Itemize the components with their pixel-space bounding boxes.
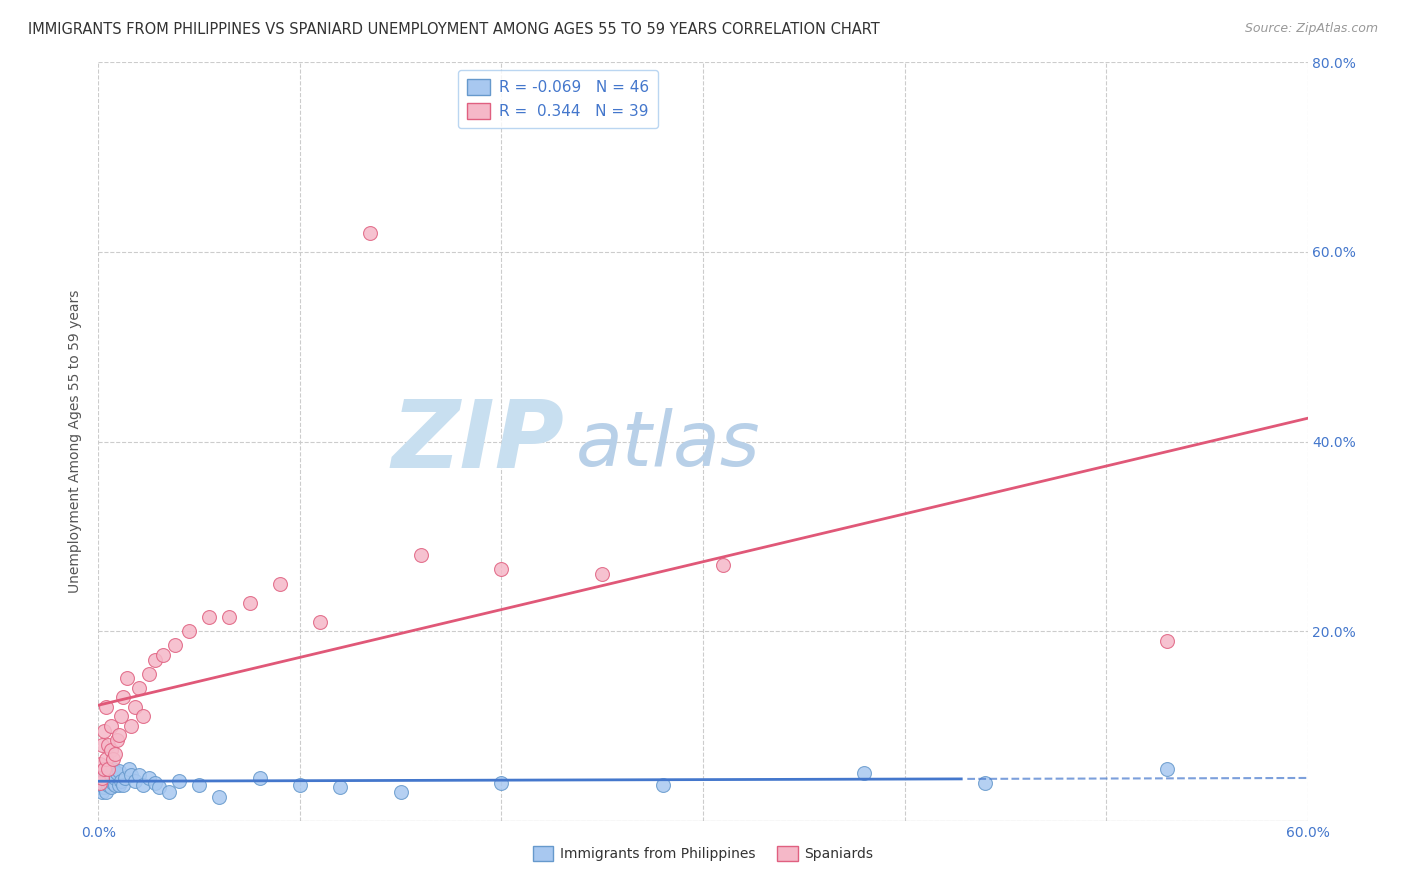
Point [711, 558, 734, 572]
Point [97, 738, 120, 752]
Point [115, 672, 138, 686]
Point [389, 785, 412, 799]
Point [100, 742, 122, 756]
Point [138, 666, 160, 681]
Text: IMMIGRANTS FROM PHILIPPINES VS SPANIARD UNEMPLOYMENT AMONG AGES 55 TO 59 YEARS C: IMMIGRANTS FROM PHILIPPINES VS SPANIARD … [28, 22, 880, 37]
Point [491, 562, 513, 576]
Point [239, 596, 262, 610]
Point [100, 768, 122, 782]
Point [107, 764, 129, 779]
Point [491, 776, 513, 790]
Point [132, 709, 155, 723]
Point [97, 773, 120, 788]
Text: ZIP: ZIP [391, 395, 564, 488]
Point [218, 610, 240, 624]
Point [93, 771, 115, 785]
Point [309, 615, 332, 629]
Point [198, 610, 221, 624]
Point [179, 624, 201, 639]
Point [188, 778, 211, 792]
Point [96, 699, 118, 714]
Point [111, 690, 134, 705]
Point [89, 780, 111, 795]
Point [96, 768, 118, 782]
Point [143, 776, 166, 790]
Point [124, 699, 146, 714]
Point [101, 776, 124, 790]
Point [288, 778, 311, 792]
Point [100, 719, 122, 733]
Point [651, 778, 673, 792]
Point [157, 785, 180, 799]
Point [103, 747, 125, 762]
Point [1156, 633, 1178, 648]
Point [152, 648, 174, 662]
Point [1156, 762, 1178, 776]
Point [269, 576, 291, 591]
Point [105, 733, 128, 747]
Legend: Immigrants from Philippines, Spaniards: Immigrants from Philippines, Spaniards [527, 841, 879, 867]
Point [409, 548, 432, 563]
Point [107, 728, 129, 742]
Point [167, 773, 190, 788]
Point [89, 756, 111, 771]
Point [91, 776, 114, 790]
Point [208, 789, 231, 804]
Point [591, 567, 613, 582]
Point [111, 778, 134, 792]
Point [93, 762, 115, 776]
Point [110, 709, 132, 723]
Point [89, 771, 111, 785]
Point [97, 762, 120, 776]
Point [93, 762, 115, 776]
Text: atlas: atlas [576, 409, 761, 483]
Point [120, 768, 142, 782]
Point [124, 773, 146, 788]
Point [100, 780, 122, 795]
Point [329, 780, 352, 795]
Point [107, 778, 129, 792]
Point [103, 771, 125, 785]
Point [97, 764, 120, 779]
Point [89, 776, 111, 790]
Point [120, 719, 142, 733]
Point [91, 785, 114, 799]
Text: Source: ZipAtlas.com: Source: ZipAtlas.com [1244, 22, 1378, 36]
Point [101, 762, 124, 776]
Point [96, 752, 118, 766]
Point [93, 780, 115, 795]
Point [103, 778, 125, 792]
Point [91, 771, 114, 785]
Point [148, 780, 170, 795]
Point [853, 766, 876, 780]
Point [96, 785, 118, 799]
Point [249, 771, 271, 785]
Point [118, 762, 141, 776]
Point [143, 652, 166, 666]
Point [128, 681, 150, 695]
Point [91, 738, 114, 752]
Point [105, 766, 128, 780]
Point [110, 773, 132, 788]
Point [128, 768, 150, 782]
Point [93, 723, 115, 738]
Point [97, 778, 120, 792]
Point [114, 771, 136, 785]
Point [101, 752, 124, 766]
Point [163, 638, 186, 652]
Point [138, 771, 160, 785]
Y-axis label: Unemployment Among Ages 55 to 59 years: Unemployment Among Ages 55 to 59 years [69, 290, 83, 593]
Point [360, 226, 382, 240]
Point [132, 778, 155, 792]
Point [974, 776, 997, 790]
Point [91, 766, 114, 780]
